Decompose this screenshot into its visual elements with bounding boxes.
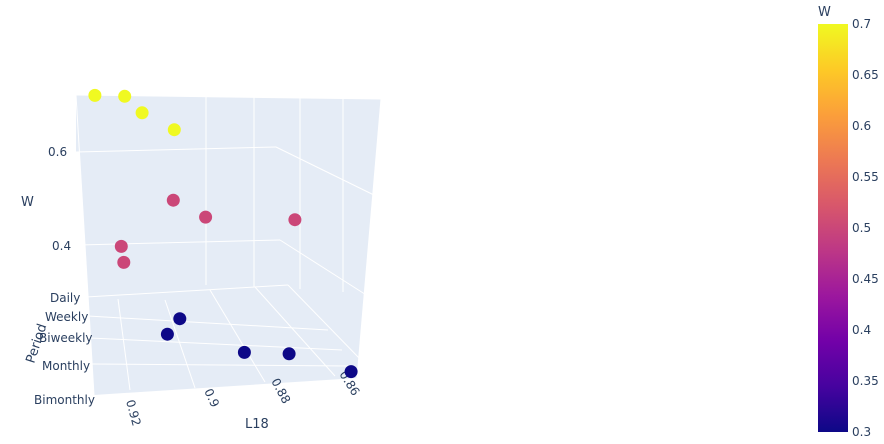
data-point-4[interactable]	[114, 239, 128, 253]
data-point-1[interactable]	[118, 89, 132, 103]
y-axis-ticks: Daily Weekly Biweekly Monthly Bimonthly	[34, 291, 95, 407]
data-point-0[interactable]	[88, 88, 102, 102]
data-point-7[interactable]	[199, 210, 213, 224]
colorbar-tick-7: 0.35	[852, 374, 879, 388]
colorbar-tick-4: 0.5	[852, 221, 871, 235]
data-point-5[interactable]	[117, 255, 131, 269]
data-point-13[interactable]	[344, 365, 358, 379]
colorbar-tick-2: 0.6	[852, 119, 871, 133]
y-tick-3: Monthly	[42, 359, 90, 373]
data-point-8[interactable]	[288, 213, 302, 227]
data-point-12[interactable]	[282, 347, 296, 361]
gridlines	[75, 94, 382, 396]
colorbar-bar	[818, 24, 848, 432]
data-points[interactable]	[88, 88, 358, 379]
z-tick-1: 0.4	[52, 239, 71, 253]
y-tick-2: Biweekly	[39, 331, 93, 345]
colorbar: W 0.7 0.65 0.6 0.55 0.5 0.45 0.4 0.35 0.3	[818, 5, 879, 439]
colorbar-tick-0: 0.7	[852, 17, 871, 31]
data-point-11[interactable]	[237, 345, 251, 359]
y-tick-1: Weekly	[45, 310, 88, 324]
x-tick-0: 0.92	[123, 398, 143, 427]
data-point-10[interactable]	[160, 327, 174, 341]
x-axis-title: L18	[245, 417, 269, 432]
data-point-9[interactable]	[173, 312, 187, 326]
z-axis-ticks: 0.6 0.4	[48, 145, 71, 253]
y-tick-4: Bimonthly	[34, 393, 95, 407]
scene[interactable]	[75, 94, 382, 396]
data-point-6[interactable]	[166, 193, 180, 207]
z-tick-0: 0.6	[48, 145, 67, 159]
colorbar-ticks: 0.7 0.65 0.6 0.55 0.5 0.45 0.4 0.35 0.3	[852, 17, 879, 439]
colorbar-tick-8: 0.3	[852, 425, 871, 439]
data-point-2[interactable]	[135, 106, 149, 120]
colorbar-tick-3: 0.55	[852, 170, 879, 184]
colorbar-title: W	[818, 5, 831, 20]
z-axis-title: W	[21, 195, 34, 210]
x-tick-1: 0.9	[201, 386, 222, 409]
colorbar-tick-6: 0.4	[852, 323, 871, 337]
colorbar-tick-1: 0.65	[852, 68, 879, 82]
y-tick-0: Daily	[50, 291, 80, 305]
data-point-3[interactable]	[167, 123, 181, 137]
colorbar-tick-5: 0.45	[852, 272, 879, 286]
